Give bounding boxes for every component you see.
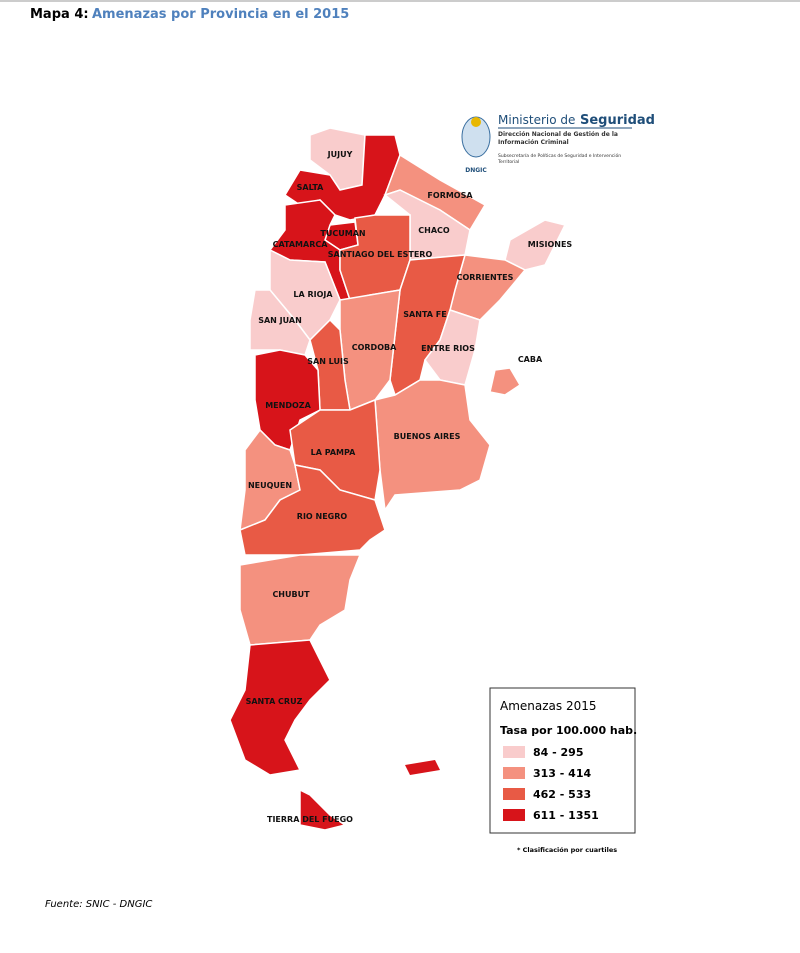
province-label: RIO NEGRO	[297, 512, 348, 521]
province-label: SANTIAGO DEL ESTERO	[328, 250, 433, 259]
province-label: SANTA FE	[403, 310, 446, 319]
map: JUJUY SALTA FORMOSA CHACO MISIONES TUCUMAN CAT…	[229, 127, 573, 831]
province-label: SAN LUIS	[307, 357, 349, 366]
province-shape	[374, 379, 491, 513]
province-label: CATAMARCA	[273, 240, 329, 249]
legend-swatch	[503, 809, 525, 821]
province-shape	[239, 464, 386, 556]
legend-items: 84 - 295 313 - 414 462 - 533 611 - 1351	[503, 746, 599, 822]
logo-sub: Subsecretaría de Políticas de Seguridad …	[498, 152, 621, 159]
map-title: Amenazas por Provincia en el 2015	[92, 7, 349, 22]
province-label: TUCUMAN	[320, 229, 365, 238]
province-label: MISIONES	[528, 240, 573, 249]
legend-label: 462 - 533	[533, 788, 591, 801]
legend-title: Amenazas 2015	[500, 699, 597, 713]
province-label: NEUQUEN	[248, 481, 292, 490]
logo-direction: Información Criminal	[498, 139, 569, 146]
province-label: SANTA CRUZ	[246, 697, 303, 706]
province-label: CABA	[518, 355, 543, 364]
logo-ministry-bold: Seguridad	[580, 113, 655, 128]
legend-box	[489, 687, 636, 834]
province-label: TIERRA DEL FUEGO	[267, 815, 353, 824]
province-shape	[299, 788, 347, 831]
province-shape	[254, 349, 321, 451]
legend-subtitle: Tasa por 100.000 hab.	[500, 724, 637, 737]
province-label: LA RIOJA	[293, 290, 333, 299]
legend-swatch	[503, 788, 525, 800]
logo: Ministerio de Seguridad Dirección Nacion…	[461, 113, 655, 174]
logo-sun	[471, 117, 481, 127]
islands	[405, 760, 440, 775]
logo-sub: Territorial	[497, 159, 519, 165]
province-shape	[229, 639, 331, 776]
province-label: JUJUY	[327, 150, 353, 159]
province-label: SAN JUAN	[258, 316, 302, 325]
province-shape	[489, 367, 522, 396]
source: Fuente: SNIC - DNGIC	[45, 899, 152, 910]
legend-label: 313 - 414	[533, 767, 591, 780]
note: * Clasificación por cuartiles	[517, 846, 617, 854]
province-label: CHUBUT	[272, 590, 310, 599]
legend-label: 611 - 1351	[533, 809, 599, 822]
province-label: CORDOBA	[352, 343, 397, 352]
province-label: FORMOSA	[427, 191, 473, 200]
province-label: BUENOS AIRES	[394, 432, 461, 441]
legend-swatch	[503, 746, 525, 758]
map-number: Mapa 4:	[30, 7, 89, 22]
province-label: ENTRE RIOS	[421, 344, 475, 353]
province-label: LA PAMPA	[311, 448, 356, 457]
province-label: CHACO	[418, 226, 450, 235]
province-label: CORRIENTES	[457, 273, 514, 282]
logo-ministry: Ministerio de	[498, 113, 575, 127]
logo-acronym: DNGIC	[465, 167, 487, 174]
legend-label: 84 - 295	[533, 746, 584, 759]
province-label: MENDOZA	[265, 401, 311, 410]
logo-direction: Dirección Nacional de Gestión de la	[498, 131, 618, 138]
legend-swatch	[503, 767, 525, 779]
legend: Amenazas 2015 Tasa por 100.000 hab. 84 -…	[489, 687, 637, 834]
province-label: SALTA	[297, 183, 325, 192]
province-shape	[239, 554, 362, 646]
